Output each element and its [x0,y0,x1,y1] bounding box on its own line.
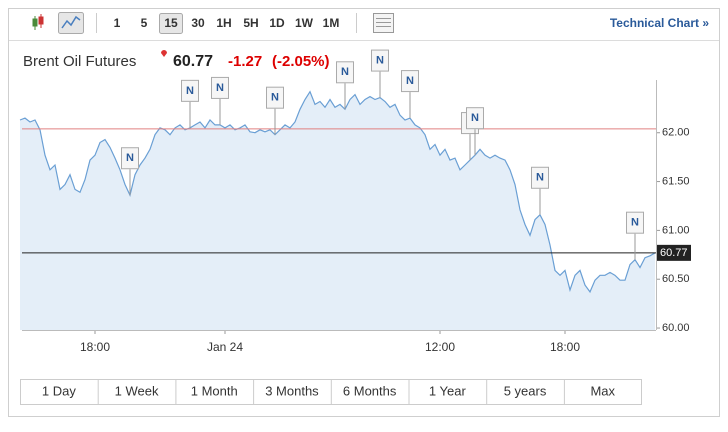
news-marker[interactable] [466,107,484,130]
news-marker[interactable] [211,76,229,99]
table-icon[interactable] [373,13,394,33]
interval-active [159,13,183,34]
interval-button[interactable]: 1M [323,16,340,30]
header: Brent Oil Futures 60.77 -1.27 (-2.05%) [23,53,330,70]
interval-button[interactable]: 1W [295,16,314,30]
range-button[interactable]: Max [590,383,615,398]
candle-icon[interactable] [32,14,44,30]
interval-button[interactable]: 1H [216,16,231,30]
range-button[interactable]: 1 Week [115,383,159,398]
news-marker[interactable] [371,49,389,72]
interval-button[interactable]: 15 [164,16,178,30]
y-tick-label: 60.00 [662,322,690,334]
x-tick-label: 18:00 [550,340,580,354]
line-icon-button[interactable] [58,12,84,34]
last-price-tag [657,244,691,261]
news-marker[interactable] [531,166,549,189]
news-label: N [536,172,544,184]
range-button[interactable]: 6 Months [343,383,397,398]
interval-button[interactable]: 5 [141,16,148,30]
area-fill [20,91,655,330]
news-label: N [406,75,414,87]
news-label: N [216,82,224,94]
range-button[interactable]: 1 Month [191,383,238,398]
news-marker[interactable] [266,86,284,109]
news-label: N [186,85,194,97]
news-marker[interactable] [181,79,199,102]
last-price-label: 60.77 [660,247,688,259]
news-marker[interactable] [336,61,354,84]
x-tick-label: 12:00 [425,340,455,354]
news-marker[interactable] [401,70,419,93]
y-tick-label: 60.50 [662,273,690,285]
news-label: N [471,112,479,124]
y-tick-label: 61.50 [662,175,690,187]
last-price: 60.77 [173,53,213,70]
line-icon [61,15,81,29]
range-button[interactable]: 1 Day [42,383,76,398]
y-tick-label: 62.00 [662,127,690,139]
news-marker[interactable] [626,211,644,234]
range-button[interactable]: 5 years [504,383,547,398]
range-button[interactable]: 3 Months [265,383,319,398]
interval-button[interactable]: 30 [191,16,205,30]
price-change-pct: (-2.05%) [272,53,330,70]
news-label: N [376,54,384,66]
x-tick-label: 18:00 [80,340,110,354]
news-label: N [341,66,349,78]
news-label: N [631,217,639,229]
interval-button[interactable]: 1D [269,16,285,30]
news-marker[interactable] [121,147,139,170]
instrument-name: Brent Oil Futures [23,53,136,70]
interval-button[interactable]: 1 [114,16,121,30]
price-change: -1.27 [228,53,262,70]
news-label: N [126,152,134,164]
news-label: N [271,92,279,104]
x-tick-label: Jan 24 [207,340,243,354]
interval-button[interactable]: 5H [243,16,258,30]
range-button[interactable]: 1 Year [429,383,467,398]
price-line [19,90,656,294]
technical-chart-link[interactable]: Technical Chart » [610,16,709,30]
alert-marker [161,50,167,57]
y-tick-label: 61.00 [662,224,690,236]
